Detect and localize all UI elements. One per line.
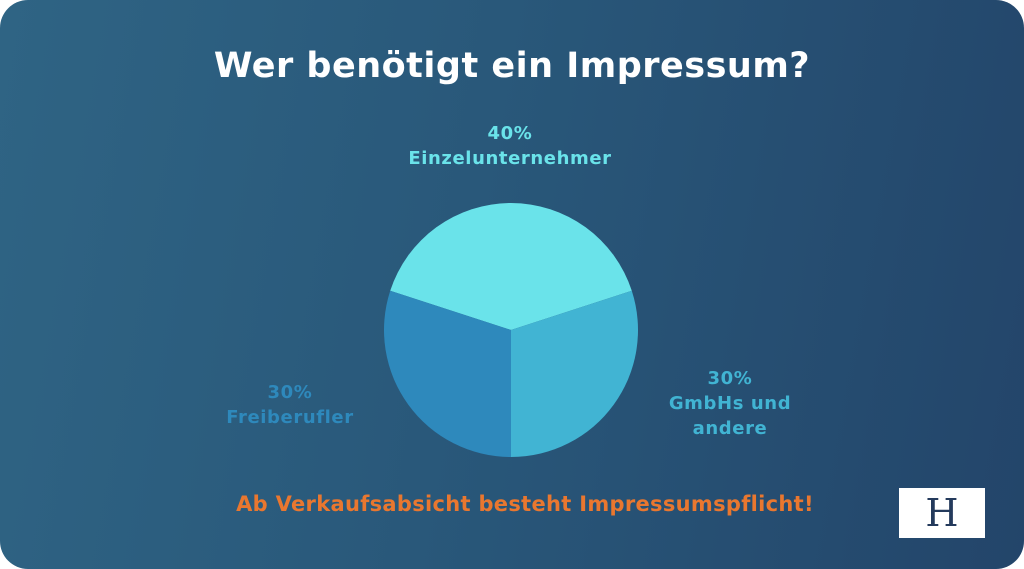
slice-value-freiberufler: 30%: [267, 382, 313, 403]
slice-label-einzelunternehmer: 40% Einzelunternehmer: [360, 121, 660, 171]
slice-label-freiberufler: 30% Freiberufler: [200, 380, 380, 430]
slice-name-gmbhs-line2: andere: [692, 418, 768, 439]
slice-label-gmbhs: 30% GmbHs und andere: [640, 366, 820, 441]
slice-value-gmbhs: 30%: [707, 368, 753, 389]
pie-slice-einzelunternehmer: [390, 203, 632, 330]
slice-name-freiberufler: Freiberufler: [226, 407, 354, 428]
brand-logo: H: [899, 488, 985, 538]
slice-name-gmbhs-line1: GmbHs und: [668, 393, 792, 414]
page-title: Wer benötigt ein Impressum?: [213, 46, 811, 86]
slice-name-einzelunternehmer: Einzelunternehmer: [408, 148, 612, 169]
pie-slice-freiberufler: [384, 290, 511, 457]
brand-logo-letter: H: [925, 491, 959, 535]
slice-value-einzelunternehmer: 40%: [487, 123, 533, 144]
pie-slice-gmbhs-und-andere: [511, 290, 638, 457]
footer-note: Ab Verkaufsabsicht besteht Impressumspfl…: [236, 492, 814, 516]
